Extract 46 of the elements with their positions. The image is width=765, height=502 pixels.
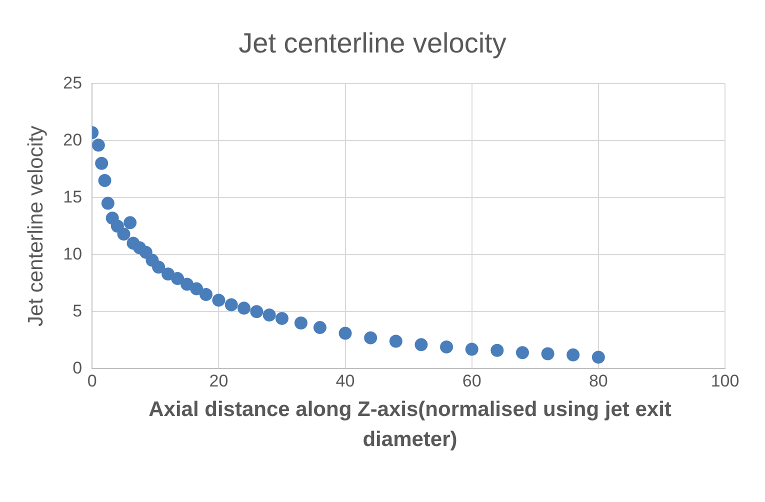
- point: [262, 308, 276, 322]
- point: [212, 294, 226, 307]
- point: [313, 321, 326, 334]
- y-tick-label: 25: [63, 73, 82, 92]
- point: [250, 305, 264, 318]
- point: [98, 174, 112, 187]
- x-tick-label: 100: [710, 371, 740, 390]
- y-axis-title: Jet centerline velocity: [24, 125, 48, 326]
- x-axis-title: Axial distance along Z-axis(normalised using jet exit diameter): [148, 397, 672, 453]
- x-tick-label: 20: [209, 371, 228, 390]
- point: [124, 216, 137, 230]
- x-tick-label: 60: [462, 371, 482, 390]
- point: [238, 302, 251, 315]
- point: [275, 312, 288, 325]
- y-tick-label: 10: [63, 244, 82, 264]
- x-tick-label: 40: [336, 371, 355, 390]
- point: [200, 288, 213, 301]
- y-tick-label: 5: [72, 301, 82, 320]
- point: [364, 331, 378, 344]
- point: [152, 260, 166, 274]
- point: [338, 326, 352, 340]
- point: [101, 196, 114, 210]
- x-tick-label: 0: [87, 371, 97, 390]
- point: [465, 342, 478, 356]
- point: [95, 156, 108, 170]
- point: [162, 267, 175, 280]
- point: [117, 228, 130, 241]
- point: [541, 347, 554, 360]
- chart-title: Jet centerline velocity: [238, 28, 506, 59]
- point: [180, 278, 194, 291]
- point: [566, 348, 580, 362]
- point: [190, 282, 204, 296]
- point: [92, 138, 105, 152]
- x-tick-label: 80: [588, 371, 608, 390]
- point: [171, 272, 184, 286]
- point: [414, 338, 428, 352]
- point: [294, 316, 308, 330]
- point: [224, 298, 238, 312]
- y-tick-label: 20: [63, 130, 82, 150]
- y-tick-label: 15: [63, 187, 82, 206]
- point: [440, 340, 454, 354]
- y-tick-label: 0: [72, 358, 82, 378]
- point: [389, 334, 402, 348]
- point: [490, 344, 504, 357]
- point: [592, 350, 605, 364]
- point: [516, 346, 529, 360]
